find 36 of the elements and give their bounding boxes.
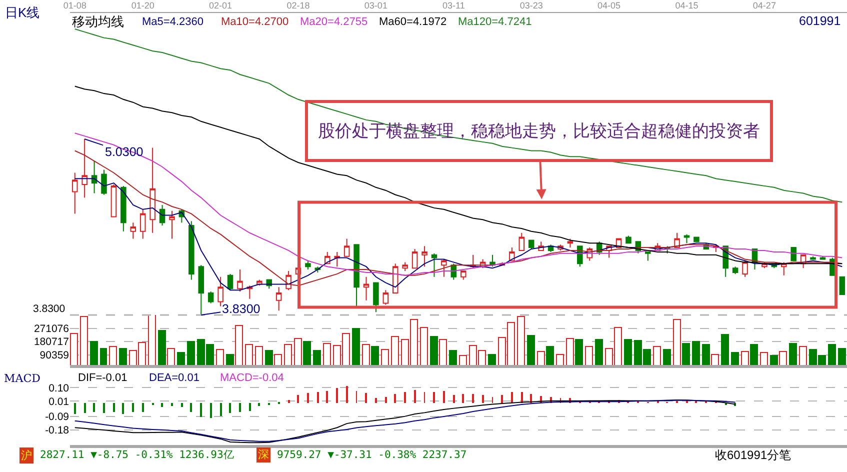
x-tick-label: 04-05 xyxy=(598,0,621,10)
x-tick-label: 03-11 xyxy=(442,0,465,10)
y-tick-label: 90359 xyxy=(40,349,70,362)
x-tick-label: 01-08 xyxy=(63,0,86,10)
text: 9759.27 ▼-37.31 -0.38% 2237.37 xyxy=(277,449,467,461)
text: 沪 xyxy=(21,449,32,462)
chart-title: MACD xyxy=(4,372,41,385)
y-tick-label: 271076 xyxy=(34,322,70,335)
y-tick-label: 0.01 xyxy=(48,396,70,408)
y-tick-label: -0.18 xyxy=(45,424,70,437)
text: Ma5=4.2360 xyxy=(142,16,204,28)
x-tick-label: 01-20 xyxy=(131,0,154,10)
text: Ma120=4.7241 xyxy=(458,16,532,28)
text: 收601991分笔 xyxy=(715,448,792,462)
x-tick-label: 04-27 xyxy=(752,0,776,10)
text: DEA=0.01 xyxy=(149,372,200,384)
text: 深 xyxy=(258,449,269,461)
y-tick-label: 0.10 xyxy=(48,382,70,394)
text: 3.8300 xyxy=(33,303,66,315)
chart-subtitle: 移动均线 xyxy=(72,14,124,29)
text: 601991 xyxy=(799,14,841,28)
x-tick-label: 03-23 xyxy=(520,0,543,10)
text: DIF=-0.01 xyxy=(78,372,128,384)
y-tick-label: 180717 xyxy=(34,336,70,348)
y-tick-label: -0.09 xyxy=(45,410,70,423)
text: 2827.11 ▼-8.75 -0.31% 1236.93亿 xyxy=(40,449,234,461)
x-tick-label: 04-15 xyxy=(675,0,698,10)
text: Ma10=4.2700 xyxy=(221,16,289,28)
chart-title: 日K线 xyxy=(5,5,40,20)
text: Ma60=4.1972 xyxy=(379,16,447,28)
x-tick-label: 02-01 xyxy=(209,0,232,10)
text: Ma20=4.2755 xyxy=(300,16,368,28)
x-tick-label: 03-01 xyxy=(364,0,388,10)
series-label: MACD=-0.04 xyxy=(220,372,284,384)
annotation: 3.8300 xyxy=(222,302,260,316)
x-tick-label: 02-18 xyxy=(286,0,310,10)
